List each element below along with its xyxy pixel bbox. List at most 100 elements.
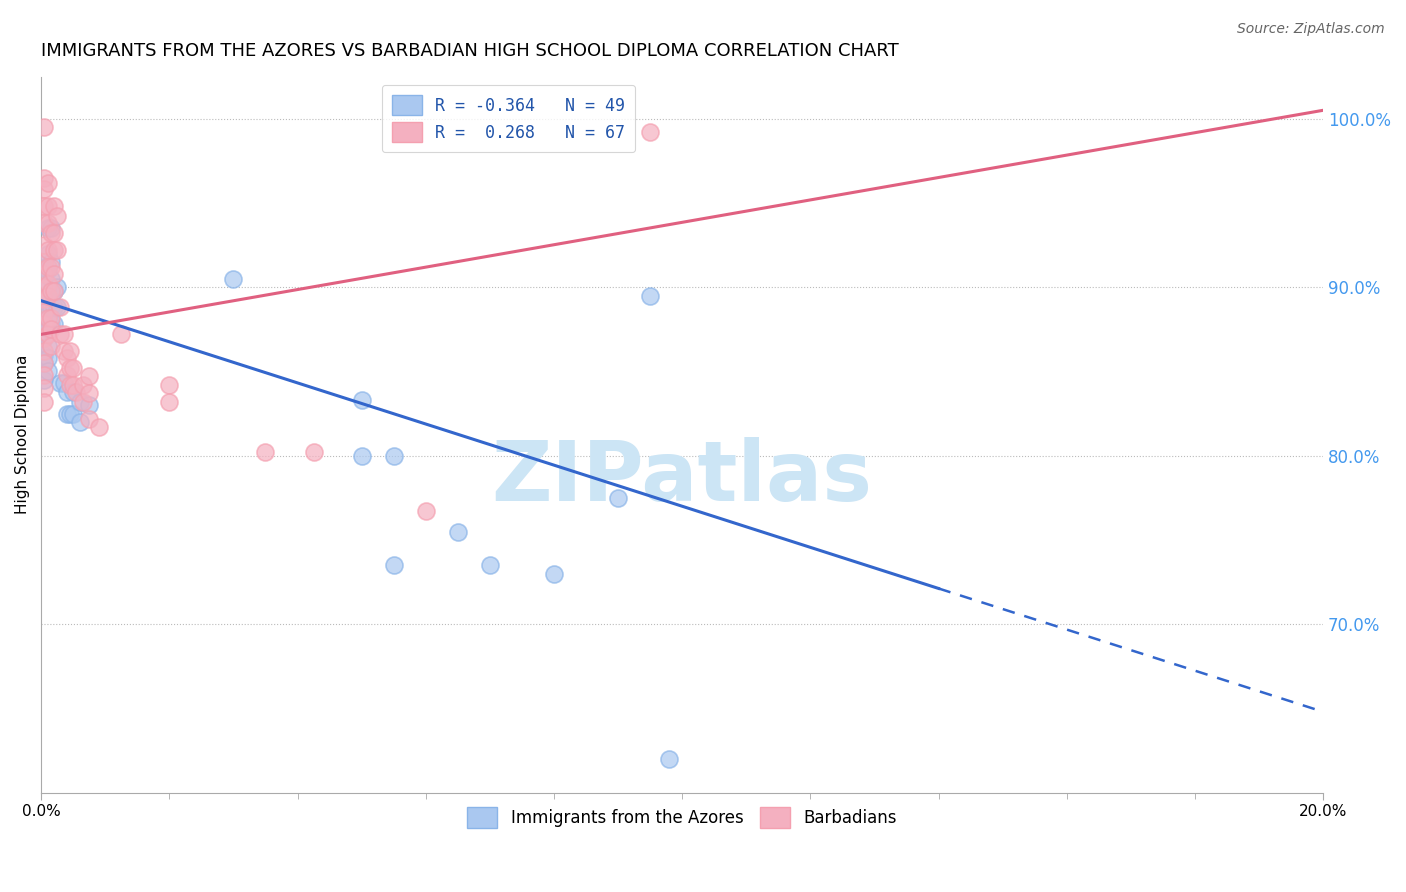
Point bbox=[37, 277, 59, 291]
Point bbox=[37, 339, 59, 353]
Point bbox=[34, 238, 56, 252]
Point bbox=[39, 284, 62, 298]
Point bbox=[39, 322, 62, 336]
Point bbox=[34, 356, 56, 370]
Point bbox=[37, 310, 59, 325]
Point bbox=[34, 182, 56, 196]
Point bbox=[39, 221, 62, 235]
Point bbox=[69, 415, 91, 429]
Legend: Immigrants from the Azores, Barbadians: Immigrants from the Azores, Barbadians bbox=[461, 801, 904, 834]
Point bbox=[46, 210, 69, 224]
Point bbox=[37, 176, 59, 190]
Point bbox=[59, 344, 82, 359]
Point bbox=[350, 393, 373, 408]
Point bbox=[52, 376, 75, 391]
Point bbox=[34, 216, 56, 230]
Point bbox=[37, 310, 59, 325]
Point bbox=[62, 361, 84, 376]
Point bbox=[302, 445, 325, 459]
Point bbox=[37, 351, 59, 365]
Point bbox=[34, 267, 56, 281]
Point bbox=[77, 369, 100, 384]
Text: Source: ZipAtlas.com: Source: ZipAtlas.com bbox=[1237, 22, 1385, 37]
Point bbox=[34, 348, 56, 362]
Point bbox=[55, 351, 77, 365]
Point bbox=[37, 199, 59, 213]
Point bbox=[607, 491, 630, 505]
Point bbox=[77, 411, 100, 425]
Point bbox=[39, 310, 62, 325]
Point bbox=[37, 263, 59, 277]
Point bbox=[34, 199, 56, 213]
Point bbox=[39, 301, 62, 315]
Point bbox=[222, 272, 245, 286]
Point bbox=[37, 327, 59, 342]
Point bbox=[46, 301, 69, 315]
Point bbox=[157, 394, 180, 409]
Point bbox=[42, 301, 65, 315]
Point bbox=[543, 566, 565, 581]
Point bbox=[157, 378, 180, 392]
Point bbox=[39, 339, 62, 353]
Point bbox=[34, 318, 56, 332]
Point bbox=[49, 327, 72, 342]
Point bbox=[46, 280, 69, 294]
Point bbox=[77, 386, 100, 401]
Point bbox=[72, 378, 94, 392]
Point bbox=[34, 331, 56, 345]
Point bbox=[59, 361, 82, 376]
Point bbox=[39, 284, 62, 298]
Point bbox=[37, 216, 59, 230]
Point bbox=[55, 384, 77, 399]
Point bbox=[34, 368, 56, 382]
Point bbox=[62, 378, 84, 392]
Point bbox=[37, 364, 59, 378]
Point bbox=[62, 407, 84, 421]
Point bbox=[39, 272, 62, 286]
Point bbox=[638, 288, 661, 302]
Point bbox=[478, 558, 501, 573]
Point bbox=[382, 558, 405, 573]
Text: ZIPatlas: ZIPatlas bbox=[492, 437, 873, 518]
Point bbox=[415, 504, 437, 518]
Point bbox=[52, 327, 75, 342]
Point bbox=[350, 449, 373, 463]
Point bbox=[34, 381, 56, 395]
Point bbox=[34, 373, 56, 387]
Point bbox=[42, 267, 65, 281]
Point bbox=[59, 378, 82, 392]
Point bbox=[34, 292, 56, 306]
Point bbox=[65, 384, 87, 399]
Point bbox=[34, 280, 56, 294]
Point bbox=[34, 344, 56, 359]
Point bbox=[37, 221, 59, 235]
Point bbox=[447, 524, 470, 539]
Point bbox=[34, 170, 56, 185]
Point bbox=[37, 243, 59, 257]
Point bbox=[34, 356, 56, 370]
Point bbox=[42, 284, 65, 298]
Point bbox=[42, 284, 65, 298]
Point bbox=[42, 227, 65, 241]
Point bbox=[110, 327, 132, 342]
Y-axis label: High School Diploma: High School Diploma bbox=[15, 355, 30, 515]
Point bbox=[69, 394, 91, 409]
Point bbox=[59, 407, 82, 421]
Point bbox=[37, 280, 59, 294]
Point bbox=[34, 120, 56, 135]
Point bbox=[52, 344, 75, 359]
Point bbox=[55, 368, 77, 382]
Point bbox=[39, 260, 62, 274]
Point bbox=[49, 301, 72, 315]
Point bbox=[37, 322, 59, 336]
Point bbox=[254, 445, 277, 459]
Point bbox=[42, 243, 65, 257]
Point bbox=[34, 394, 56, 409]
Point bbox=[37, 288, 59, 302]
Point bbox=[39, 255, 62, 269]
Point bbox=[42, 318, 65, 332]
Point bbox=[382, 449, 405, 463]
Point bbox=[62, 384, 84, 399]
Point bbox=[39, 227, 62, 241]
Point bbox=[34, 288, 56, 302]
